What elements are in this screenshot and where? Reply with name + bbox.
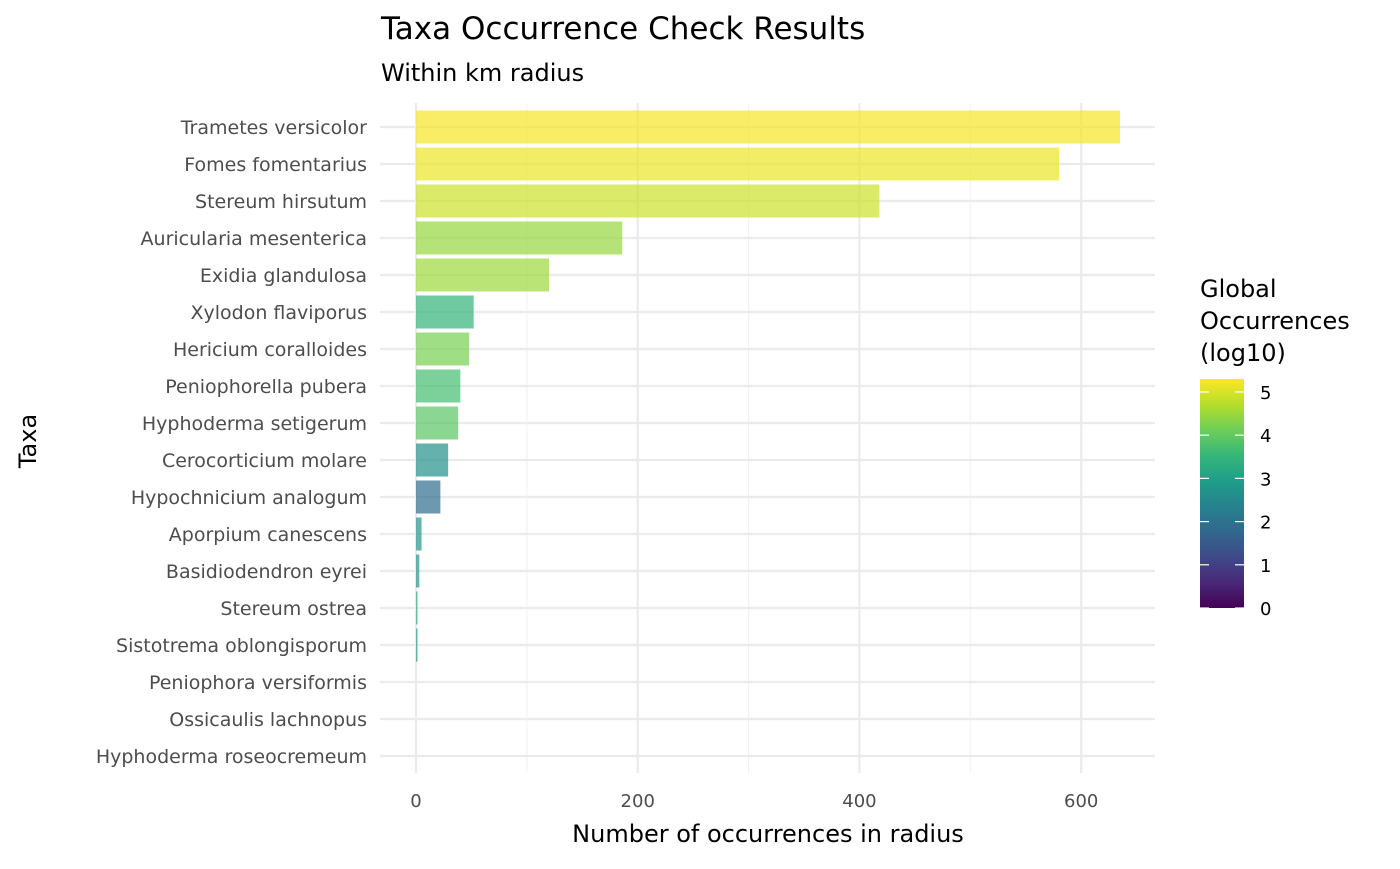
bar <box>416 628 418 662</box>
bar <box>416 110 1120 144</box>
bar <box>416 591 418 625</box>
x-tick-label: 200 <box>621 791 655 812</box>
y-tick-label: Hericium coralloides <box>173 339 367 361</box>
bar <box>416 295 474 329</box>
y-tick-label: Aporpium canescens <box>169 524 367 546</box>
chart-subtitle: Within km radius <box>381 59 584 87</box>
legend-tick-label: 1 <box>1260 556 1271 577</box>
y-tick-label: Cerocorticium molare <box>162 450 367 472</box>
bar <box>416 221 623 255</box>
y-tick-label: Peniophora versiformis <box>149 672 367 694</box>
x-axis-ticks: 0 200 400 600 <box>410 791 1098 812</box>
x-tick-label: 400 <box>842 791 876 812</box>
y-tick-label: Stereum hirsutum <box>195 191 367 213</box>
y-tick-label: Xylodon flaviporus <box>190 302 367 324</box>
y-tick-label: Peniophorella pubera <box>165 376 367 398</box>
y-tick-label: Basidiodendron eyrei <box>166 561 367 583</box>
bar <box>416 147 1060 181</box>
bar <box>416 480 441 514</box>
y-tick-label: Hyphoderma setigerum <box>142 413 367 435</box>
legend-tick-label: 5 <box>1260 383 1271 404</box>
y-tick-label: Stereum ostrea <box>220 598 367 620</box>
y-tick-label: Auricularia mesenterica <box>141 228 367 250</box>
bar <box>416 332 470 366</box>
legend-tick-label: 4 <box>1260 426 1271 447</box>
legend-ticks: 0 1 2 3 4 5 <box>1200 383 1271 620</box>
bars <box>416 110 1120 662</box>
bar <box>416 369 461 403</box>
bar <box>416 517 422 551</box>
y-tick-label: Hypochnicium analogum <box>131 487 367 509</box>
y-tick-label: Sistotrema oblongisporum <box>116 635 367 657</box>
y-axis-title: Taxa <box>14 414 42 469</box>
bar <box>416 258 550 292</box>
x-tick-label: 0 <box>410 791 421 812</box>
color-legend: Global Occurrences (log10) 0 1 2 3 4 5 <box>1200 275 1350 620</box>
bar <box>416 554 420 588</box>
legend-tick-label: 3 <box>1260 469 1271 490</box>
chart-title: Taxa Occurrence Check Results <box>380 11 865 47</box>
bar <box>416 443 449 477</box>
legend-title: Global Occurrences (log10) <box>1200 275 1350 367</box>
x-axis-title: Number of occurrences in radius <box>572 820 964 848</box>
y-tick-label: Hyphoderma roseocremeum <box>96 746 367 768</box>
y-tick-label: Exidia glandulosa <box>200 265 367 287</box>
bar <box>416 406 459 440</box>
y-tick-label: Fomes fomentarius <box>184 154 367 176</box>
legend-tick-label: 2 <box>1260 513 1271 534</box>
y-axis-ticks: Trametes versicolor Fomes fomentarius Ster… <box>96 117 367 768</box>
legend-tick-label: 0 <box>1260 599 1271 620</box>
y-tick-label: Ossicaulis lachnopus <box>169 709 367 731</box>
x-tick-label: 600 <box>1064 791 1098 812</box>
y-tick-label: Trametes versicolor <box>180 117 367 139</box>
bar <box>416 184 880 218</box>
legend-colorbar <box>1200 379 1244 608</box>
